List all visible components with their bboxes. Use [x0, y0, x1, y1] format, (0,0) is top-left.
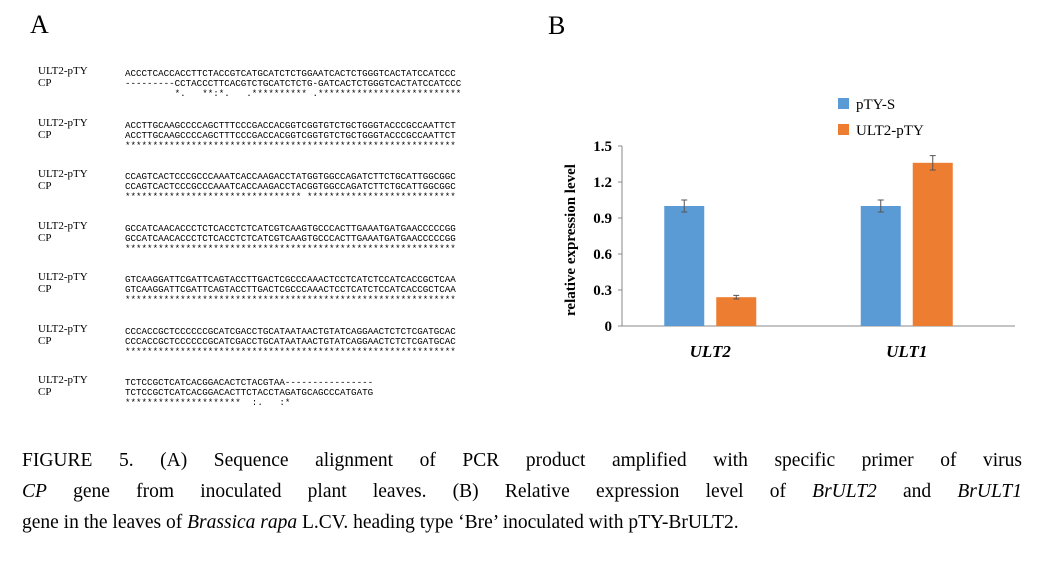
- sequence: TCTCCGCTCATCACGGACACTCTACGTAA-----------…: [125, 377, 374, 388]
- caption-text: BrULT2: [812, 481, 877, 502]
- bar: [664, 206, 705, 326]
- caption-text: Brassica rapa: [187, 512, 298, 533]
- sequence: CCCACCGCTCCCCCCGCATCGACCTGCATAATAACTGTAT…: [125, 325, 456, 337]
- legend-swatch: [838, 124, 849, 135]
- legend-swatch: [838, 98, 849, 109]
- sequence: CCCACCGCTCCCCCCGCATCGACCTGCATAATAACTGTAT…: [125, 335, 456, 347]
- sequence: ---------CCTACCCTTCACGTCTGCATCTCTG-GATCA…: [125, 78, 462, 89]
- bar: [860, 206, 901, 326]
- bar: [912, 162, 953, 326]
- y-tick-label: 0.9: [593, 211, 612, 227]
- x-tick-label: ULT2: [690, 342, 732, 361]
- consensus: ******************************** *******…: [125, 191, 456, 202]
- sequence-name: CP: [38, 77, 52, 89]
- caption-line: CP gene from inoculated plant leaves. (B…: [22, 481, 1022, 503]
- legend-label: pTY-S: [856, 97, 895, 113]
- sequence: CCAGTCACTCCCGCCCAAATCACCAAGACCTACGGTGGCC…: [125, 181, 456, 192]
- x-tick-label: ULT1: [886, 342, 927, 361]
- caption-text: FIGURE 5. (A) Sequence alignment of PCR …: [22, 450, 1022, 471]
- sequence: GCCATCAACACCCTCTCACCTCTCATCGTCAAGTGCCCAC…: [125, 222, 456, 234]
- bar: [716, 297, 757, 326]
- sequence: GTCAAGGATTCGATTCAGTACCTTGACTCGCCCAAACTCC…: [125, 284, 456, 295]
- sequence: GCCATCAACACCCTCTCACCTCTCATCGTCAAGTGCCCAC…: [125, 232, 456, 244]
- sequence-name: ULT2-pTY: [38, 168, 88, 180]
- sequence-name: CP: [38, 231, 52, 244]
- caption-line: FIGURE 5. (A) Sequence alignment of PCR …: [22, 450, 1022, 472]
- caption-text: gene from inoculated plant leaves. (B) R…: [46, 481, 813, 502]
- y-tick-label: 1.5: [593, 139, 612, 155]
- caption-text: CP: [22, 481, 47, 502]
- sequence-name: ULT2-pTY: [38, 65, 88, 77]
- error-bar: [877, 199, 884, 213]
- y-tick-label: 1.2: [593, 175, 612, 191]
- y-axis-label: relative expression level: [563, 164, 579, 316]
- legend-label: ULT2-pTY: [856, 123, 924, 139]
- sequence-name: ULT2-pTY: [38, 219, 88, 232]
- sequence-name: ULT2-pTY: [38, 116, 88, 129]
- consensus: ****************************************…: [125, 139, 456, 151]
- y-tick-label: 0: [605, 319, 613, 335]
- caption-line: gene in the leaves of Brassica rapa L.CV…: [22, 512, 1022, 534]
- sequence-name: ULT2-pTY: [38, 374, 88, 386]
- sequence: CCAGTCACTCCCGCCCAAATCACCAAGACCTATGGTGGCC…: [125, 171, 456, 182]
- sequence-name: CP: [38, 386, 52, 398]
- error-bar: [681, 199, 688, 213]
- sequence-name: ULT2-pTY: [38, 271, 88, 283]
- sequence: ACCTTGCAAGCCCCAGCTTTCCCGACCACGGTCGGTGTCT…: [125, 129, 456, 141]
- consensus: ********************* :. :*: [125, 397, 291, 408]
- consensus: *. **:*. .********** .******************…: [125, 88, 462, 99]
- panel-label: A: [30, 10, 49, 39]
- sequence-name: ULT2-pTY: [38, 322, 88, 335]
- sequence: ACCTTGCAAGCCCCAGCTTTCCCGACCACGGTCGGTGTCT…: [125, 119, 456, 131]
- consensus: ****************************************…: [125, 242, 456, 254]
- consensus: ****************************************…: [125, 345, 456, 357]
- panel-label: B: [548, 11, 565, 40]
- sequence-name: CP: [38, 283, 52, 295]
- y-tick-label: 0.3: [593, 283, 612, 299]
- consensus: ****************************************…: [125, 294, 456, 305]
- chart: B relative expression level 0 0.3 0.6 0.9 1.…: [548, 11, 1015, 361]
- sequence: TCTCCGCTCATCACGGACACTTCTACCTAGATGCAGCCCA…: [125, 387, 374, 398]
- sequence-name: CP: [38, 180, 52, 192]
- sequence-name: CP: [38, 128, 52, 141]
- sequence-name: CP: [38, 334, 52, 347]
- caption-text: gene in the leaves of: [22, 512, 188, 533]
- caption-text: and: [876, 481, 958, 502]
- caption-text: BrULT1: [957, 481, 1022, 502]
- sequence: ACCCTCACCACCTTCTACCGTCATGCATCTCTGGAATCAC…: [125, 68, 456, 79]
- error-bar: [733, 294, 740, 300]
- y-tick-label: 0.6: [593, 247, 612, 263]
- sequence: GTCAAGGATTCGATTCAGTACCTTGACTCGCCCAAACTCC…: [125, 274, 456, 285]
- error-bar: [929, 155, 936, 171]
- caption-text: L.CV. heading type ‘Bre’ inoculated with…: [297, 512, 739, 533]
